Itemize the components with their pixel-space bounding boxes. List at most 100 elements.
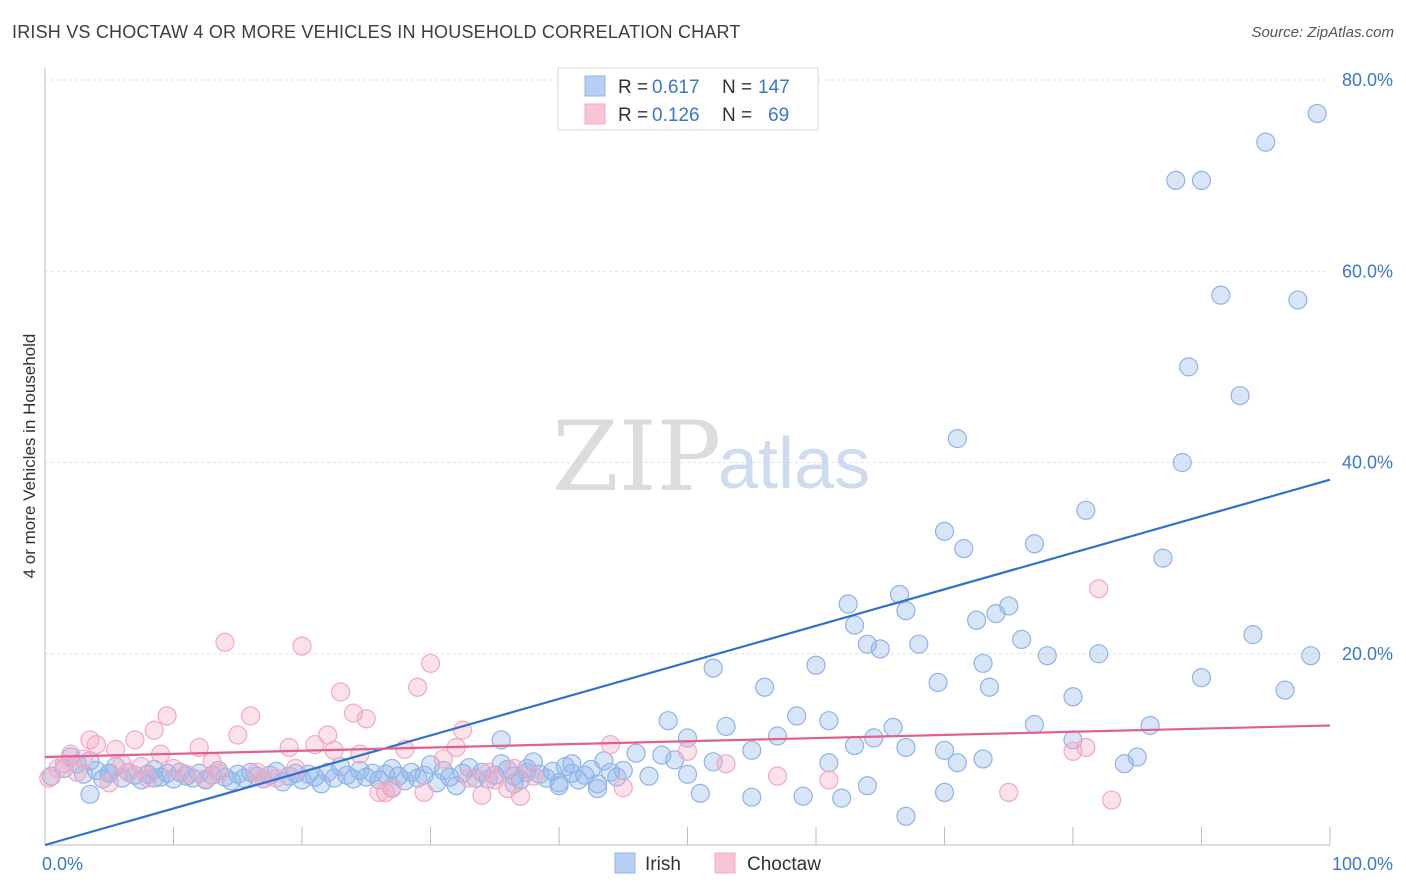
choctaw-point-59 xyxy=(613,778,633,798)
irish-point-134 xyxy=(857,634,878,654)
irish-point-157 xyxy=(1172,452,1192,473)
grid-lines xyxy=(45,79,1330,655)
series-legend: Irish Choctaw xyxy=(614,852,821,875)
irish-point-129 xyxy=(787,706,807,726)
choctaw-point-64 xyxy=(999,782,1019,803)
irish-point-166 xyxy=(1301,646,1321,666)
irish-point-97 xyxy=(549,776,569,796)
choctaw-point-39 xyxy=(356,709,376,729)
choctaw-point-29 xyxy=(266,768,286,788)
irish-point-147 xyxy=(1011,629,1032,650)
irish-point-120 xyxy=(896,737,916,758)
choctaw-point-56 xyxy=(510,786,531,806)
irish-point-64 xyxy=(459,757,479,778)
irish-point-93 xyxy=(677,764,698,784)
choctaw-point-42 xyxy=(382,778,402,799)
irish-point-167 xyxy=(1307,103,1327,124)
irish-point-114 xyxy=(716,716,736,737)
irish-point-141 xyxy=(954,538,974,559)
legend-label-irish: Irish xyxy=(645,854,681,875)
legend-label-choctaw: Choctaw xyxy=(747,854,821,875)
stats-n-label-irish: N = xyxy=(722,77,752,98)
irish-point-127 xyxy=(703,658,723,678)
stats-r-value-irish: 0.617 xyxy=(652,77,700,98)
irish-point-90 xyxy=(639,766,659,786)
choctaw-point-47 xyxy=(433,749,453,769)
irish-point-154 xyxy=(1127,747,1147,767)
irish-point-139 xyxy=(928,672,948,693)
irish-point-88 xyxy=(613,760,633,781)
choctaw-point-3 xyxy=(61,744,81,764)
stats-n-label-choctaw: N = xyxy=(722,105,752,126)
choctaw-point-33 xyxy=(305,734,325,755)
irish-point-142 xyxy=(967,610,987,630)
choctaw-point-63 xyxy=(819,770,839,790)
irish-point-165 xyxy=(1288,290,1308,310)
y-tick-label-1: 40.0% xyxy=(1342,453,1393,473)
irish-point-170 xyxy=(1191,170,1212,191)
choctaw-point-62 xyxy=(767,766,788,786)
irish-point-151 xyxy=(1076,500,1096,520)
irish-point-107 xyxy=(144,768,164,788)
irish-point-124 xyxy=(973,749,993,769)
irish-point-138 xyxy=(909,634,929,654)
watermark: ZIP atlas xyxy=(552,401,870,513)
irish-point-115 xyxy=(742,740,762,760)
choctaw-point-23 xyxy=(208,763,229,783)
irish-point-152 xyxy=(1089,644,1109,664)
stats-r-label-irish: R = xyxy=(618,77,648,98)
y-tick-label-0: 20.0% xyxy=(1342,644,1393,664)
irish-point-146 xyxy=(999,596,1019,616)
irish-point-158 xyxy=(1179,357,1199,377)
choctaw-point-14 xyxy=(138,768,158,788)
irish-point-155 xyxy=(1140,715,1160,736)
irish-point-102 xyxy=(832,788,852,808)
irish-point-168 xyxy=(947,428,967,449)
stats-r-value-choctaw: 0.126 xyxy=(652,105,700,126)
irish-point-77 xyxy=(542,761,563,781)
irish-point-149 xyxy=(1037,646,1057,666)
axes xyxy=(44,68,1331,846)
irish-point-108 xyxy=(491,730,511,750)
y-tick-label-3: 80.0% xyxy=(1342,70,1393,90)
trend-lines xyxy=(44,478,1331,847)
stats-swatch-choctaw xyxy=(584,103,606,125)
stats-n-value-irish: 147 xyxy=(758,77,790,98)
irish-point-89 xyxy=(626,743,646,763)
irish-point-101 xyxy=(793,786,813,806)
choctaw-point-55 xyxy=(504,758,524,779)
irish-point-148 xyxy=(1024,534,1045,554)
choctaw-point-61 xyxy=(716,754,736,774)
irish-point-98 xyxy=(587,778,608,799)
irish-point-132 xyxy=(838,594,858,614)
irish-point-100 xyxy=(742,787,762,807)
irish-point-137 xyxy=(896,601,916,621)
irish-point-117 xyxy=(819,753,839,773)
irish-point-103 xyxy=(857,776,878,796)
irish-point-131 xyxy=(819,711,839,731)
choctaw-point-68 xyxy=(1101,790,1122,810)
irish-point-118 xyxy=(844,735,865,756)
irish-point-163 xyxy=(1256,132,1276,152)
choctaw-point-25 xyxy=(228,725,248,745)
irish-point-1 xyxy=(54,758,74,779)
irish-point-162 xyxy=(1243,625,1263,645)
choctaw-point-8 xyxy=(99,773,119,793)
irish-point-136 xyxy=(889,584,910,605)
irish-point-133 xyxy=(844,615,865,635)
choctaw-point-66 xyxy=(1076,737,1096,758)
irish-point-169 xyxy=(1166,170,1186,191)
choctaw-point-44 xyxy=(408,677,428,697)
choctaw-point-7 xyxy=(86,734,107,755)
chart-source: Source: ZipAtlas.com xyxy=(1251,24,1394,41)
irish-point-140 xyxy=(934,521,955,541)
irish-point-161 xyxy=(1230,385,1250,406)
choctaw-point-32 xyxy=(292,636,312,656)
stats-n-value-choctaw: 69 xyxy=(768,105,789,126)
irish-trend-line xyxy=(44,478,1331,847)
choctaw-point-9 xyxy=(106,739,126,759)
irish-point-159 xyxy=(1191,668,1212,688)
choctaw-point-40 xyxy=(369,782,389,803)
irish-point-111 xyxy=(658,711,678,731)
